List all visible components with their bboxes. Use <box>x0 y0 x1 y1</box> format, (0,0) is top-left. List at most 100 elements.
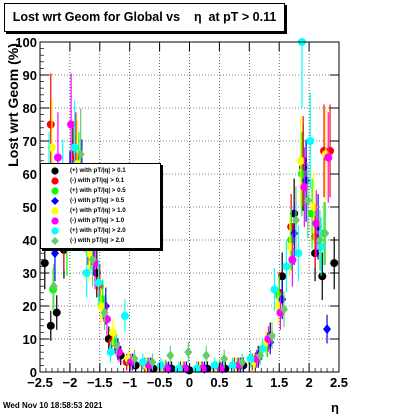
x-tick-label: −1.5 <box>87 375 113 390</box>
legend-marker-shape <box>51 217 59 225</box>
data-point <box>76 149 85 160</box>
data-point <box>210 361 219 370</box>
data-point <box>279 304 288 315</box>
y-tick-label: 40 <box>23 233 37 248</box>
legend-entry: (+) with pT/|q| > 2.0 <box>41 226 160 236</box>
data-point <box>268 330 277 341</box>
x-tick-label: −2 <box>62 375 77 390</box>
y-tick-label: 100 <box>15 35 37 50</box>
chart-title: Lost wrt Geom for Global vs η at pT > 0.… <box>12 10 277 24</box>
y-tick-label: 0 <box>30 365 37 380</box>
data-point <box>291 215 300 226</box>
data-point <box>180 364 189 373</box>
legend-entry: (+) with pT/|q| > 0.1 <box>41 166 160 176</box>
legend-entry: (-) with pT/|q| > 0.1 <box>41 176 160 186</box>
legend-marker <box>51 177 59 185</box>
data-point <box>184 347 193 358</box>
timestamp: Wed Nov 10 18:58:53 2021 <box>3 401 103 410</box>
data-point <box>246 354 255 363</box>
legend-marker <box>51 207 59 215</box>
x-tick-labels: −2.5 −2 −1.5 −1 −0.5 0 0.5 1 1.5 2 2.5 <box>27 375 348 390</box>
data-point <box>198 364 207 373</box>
legend-marker-shape <box>51 237 59 245</box>
legend-entry: (-) with pT/|q| > 1.0 <box>41 216 160 226</box>
y-tick-label: 90 <box>23 68 37 83</box>
y-tick-label: 70 <box>23 134 37 149</box>
series-5 <box>53 73 333 373</box>
data-point <box>282 262 291 271</box>
legend-marker <box>51 227 59 235</box>
data-point <box>238 357 247 368</box>
x-tick-label: −1 <box>122 375 137 390</box>
y-tick-label: 80 <box>23 101 37 116</box>
data-point <box>130 353 139 364</box>
x-axis-label: η <box>331 400 339 414</box>
legend-label: (+) with pT/|q| > 0.5 <box>70 187 126 194</box>
data-point <box>174 364 183 373</box>
data-point <box>296 156 305 165</box>
data-point <box>100 307 109 318</box>
data-point <box>202 350 211 361</box>
legend-label: (-) with pT/|q| > 2.0 <box>70 237 125 244</box>
data-point <box>330 259 339 268</box>
legend-entry: (+) with pT/|q| > 0.5 <box>41 186 160 196</box>
data-point <box>112 340 121 351</box>
data-point <box>52 308 61 317</box>
y-axis-label: Lost wrt Geom (%) <box>5 43 21 167</box>
legend-marker-shape <box>51 187 59 195</box>
data-point <box>278 272 287 281</box>
legend-label: (+) with pT/|q| > 2.0 <box>70 227 126 234</box>
y-tick-label: 30 <box>23 266 37 281</box>
data-point <box>46 321 55 330</box>
data-point <box>148 357 157 368</box>
legend-label: (+) with pT/|q| > 0.1 <box>70 167 126 174</box>
x-tick-label: 1.5 <box>270 375 288 390</box>
data-point <box>228 361 237 370</box>
legend: (+) with pT/|q| > 0.1 (-) with pT/|q| > 0… <box>40 163 161 249</box>
x-tick-label: 1 <box>246 375 253 390</box>
legend-entry: (-) with pT/|q| > 0.5 <box>41 196 160 206</box>
data-point <box>106 348 115 357</box>
legend-entry: (+) with pT/|q| > 1.0 <box>41 206 160 216</box>
data-point <box>324 153 333 162</box>
data-point <box>108 328 117 337</box>
data-point <box>50 248 59 259</box>
legend-marker-shape <box>51 207 59 215</box>
data-point <box>67 120 76 129</box>
data-point <box>323 324 332 335</box>
data-point <box>156 361 165 370</box>
legend-label: (-) with pT/|q| > 0.5 <box>70 197 125 204</box>
data-point <box>216 364 225 373</box>
data-point <box>70 143 79 152</box>
x-tick-label: 2.5 <box>330 375 348 390</box>
legend-label: (-) with pT/|q| > 0.1 <box>70 177 125 184</box>
y-tick-labels: 0 10 20 30 40 50 60 70 80 90 100 <box>15 35 37 380</box>
data-point <box>256 350 265 361</box>
data-point <box>315 235 324 245</box>
data-point <box>287 236 296 244</box>
data-point <box>317 242 326 251</box>
data-point <box>120 311 129 320</box>
data-point <box>306 137 315 145</box>
data-point <box>162 364 171 373</box>
legend-marker <box>51 197 59 205</box>
y-tick-label: 20 <box>23 299 37 314</box>
data-point <box>40 259 49 268</box>
data-point <box>192 364 201 373</box>
data-point <box>166 350 175 361</box>
series-6 <box>44 38 326 373</box>
legend-marker-shape <box>51 177 59 185</box>
legend-entry: (-) with pT/|q| > 2.0 <box>41 236 160 246</box>
legend-label: (+) with pT/|q| > 1.0 <box>70 207 126 214</box>
data-point <box>303 195 312 206</box>
x-tick-label: 2 <box>305 375 312 390</box>
y-tick-label: 10 <box>23 332 37 347</box>
data-point <box>300 183 309 192</box>
data-point <box>318 272 327 281</box>
y-tick-label: 60 <box>23 167 37 182</box>
legend-marker <box>51 217 59 225</box>
legend-marker <box>51 167 59 175</box>
data-point <box>288 255 297 264</box>
data-point <box>47 143 56 152</box>
data-point <box>312 219 321 228</box>
